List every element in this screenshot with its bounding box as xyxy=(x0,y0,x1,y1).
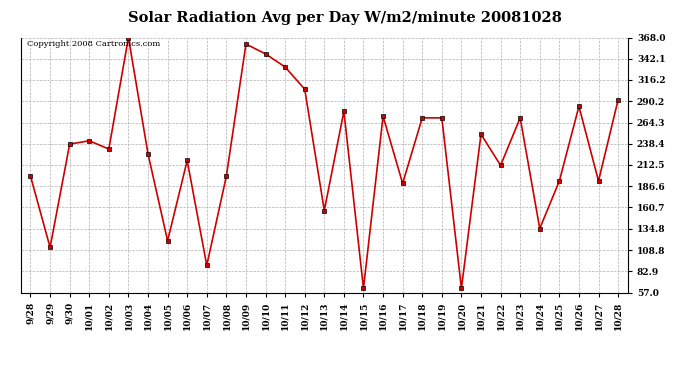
Text: Solar Radiation Avg per Day W/m2/minute 20081028: Solar Radiation Avg per Day W/m2/minute … xyxy=(128,11,562,25)
Text: Copyright 2008 Cartronics.com: Copyright 2008 Cartronics.com xyxy=(27,40,160,48)
